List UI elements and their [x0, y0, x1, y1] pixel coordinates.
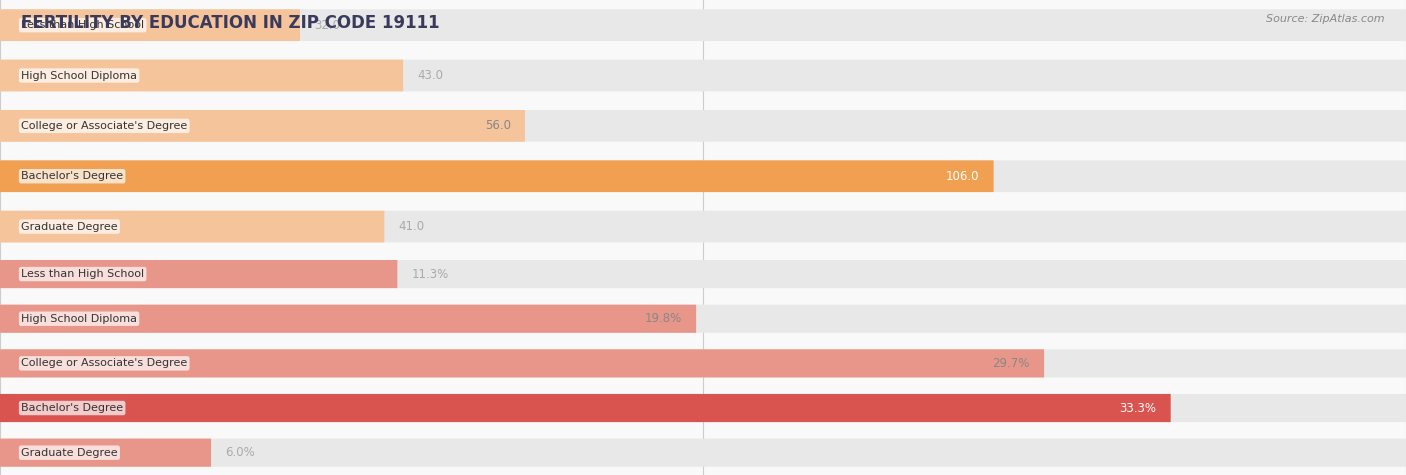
- FancyBboxPatch shape: [0, 260, 1406, 288]
- FancyBboxPatch shape: [0, 349, 1406, 378]
- Text: Graduate Degree: Graduate Degree: [21, 447, 118, 458]
- Text: High School Diploma: High School Diploma: [21, 314, 138, 324]
- Text: 56.0: 56.0: [485, 119, 510, 133]
- FancyBboxPatch shape: [0, 304, 1406, 333]
- Text: Bachelor's Degree: Bachelor's Degree: [21, 403, 124, 413]
- FancyBboxPatch shape: [0, 10, 1406, 41]
- FancyBboxPatch shape: [0, 304, 696, 333]
- Text: 32.0: 32.0: [314, 19, 340, 32]
- Text: Source: ZipAtlas.com: Source: ZipAtlas.com: [1267, 14, 1385, 24]
- Text: Graduate Degree: Graduate Degree: [21, 221, 118, 232]
- Text: 29.7%: 29.7%: [993, 357, 1029, 370]
- Text: 19.8%: 19.8%: [645, 312, 682, 325]
- Text: 6.0%: 6.0%: [225, 446, 254, 459]
- FancyBboxPatch shape: [0, 60, 404, 91]
- FancyBboxPatch shape: [0, 438, 1406, 467]
- FancyBboxPatch shape: [0, 211, 1406, 242]
- Text: Less than High School: Less than High School: [21, 20, 145, 30]
- Text: 106.0: 106.0: [946, 170, 980, 183]
- Text: Less than High School: Less than High School: [21, 269, 145, 279]
- FancyBboxPatch shape: [0, 161, 1406, 192]
- FancyBboxPatch shape: [0, 110, 1406, 142]
- FancyBboxPatch shape: [0, 349, 1045, 378]
- FancyBboxPatch shape: [0, 260, 398, 288]
- Text: High School Diploma: High School Diploma: [21, 70, 138, 81]
- FancyBboxPatch shape: [0, 394, 1406, 422]
- FancyBboxPatch shape: [0, 211, 384, 242]
- FancyBboxPatch shape: [0, 394, 1171, 422]
- Text: College or Associate's Degree: College or Associate's Degree: [21, 358, 187, 369]
- Text: Bachelor's Degree: Bachelor's Degree: [21, 171, 124, 181]
- Text: 43.0: 43.0: [418, 69, 443, 82]
- FancyBboxPatch shape: [0, 110, 524, 142]
- Text: 41.0: 41.0: [398, 220, 425, 233]
- FancyBboxPatch shape: [0, 10, 299, 41]
- FancyBboxPatch shape: [0, 438, 211, 467]
- Text: FERTILITY BY EDUCATION IN ZIP CODE 19111: FERTILITY BY EDUCATION IN ZIP CODE 19111: [21, 14, 440, 32]
- Text: 11.3%: 11.3%: [412, 267, 449, 281]
- FancyBboxPatch shape: [0, 60, 1406, 91]
- Text: 33.3%: 33.3%: [1119, 401, 1156, 415]
- FancyBboxPatch shape: [0, 161, 994, 192]
- Text: College or Associate's Degree: College or Associate's Degree: [21, 121, 187, 131]
